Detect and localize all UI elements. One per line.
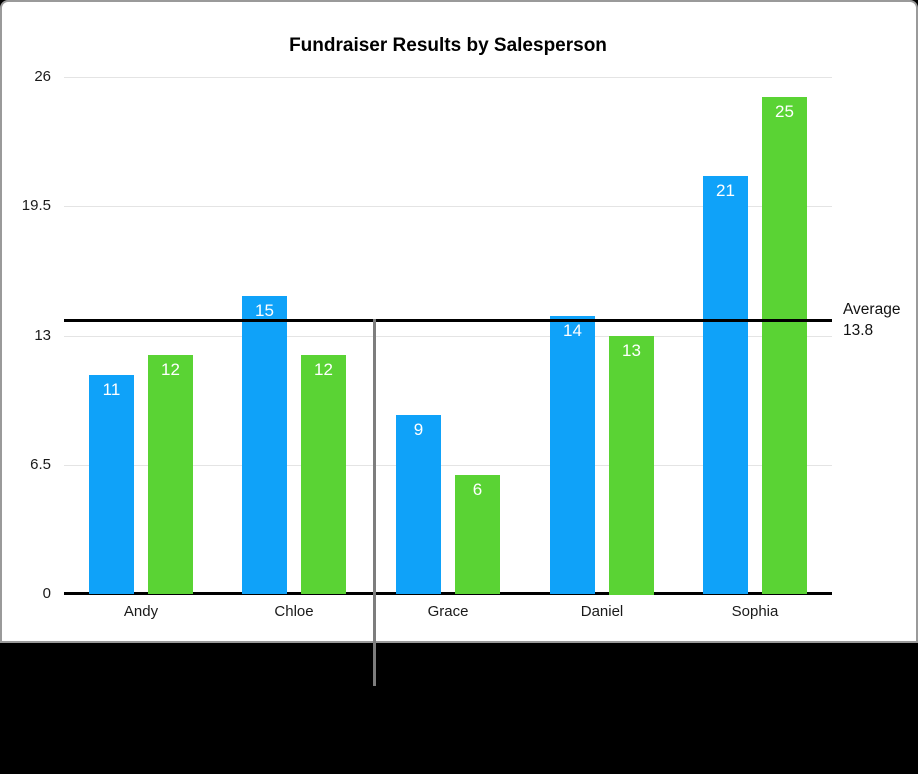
bar-green-chloe[interactable]: 12: [301, 355, 346, 594]
bar-green-andy[interactable]: 12: [148, 355, 193, 594]
x-category-label-sophia: Sophia: [731, 603, 779, 620]
chart-card: Fundraiser Results by Salesperson 11 15 9 1…: [0, 0, 918, 643]
chart-title: Fundraiser Results by Salesperson: [289, 35, 607, 56]
bar-blue-grace[interactable]: 9: [396, 415, 441, 594]
gridline: [64, 336, 832, 337]
lower-black-region: [0, 643, 918, 774]
x-category-label-andy: Andy: [123, 603, 159, 620]
bar-green-grace[interactable]: 6: [455, 475, 500, 594]
bar-value-label: 14: [563, 321, 582, 340]
bar-value-label: 9: [413, 420, 424, 439]
x-category-label-grace: Grace: [427, 603, 469, 620]
bar-blue-daniel[interactable]: 14: [550, 316, 595, 594]
bar-value-label: 6: [472, 480, 483, 499]
average-annotation: Average 13.8: [843, 299, 900, 341]
plot-area: 11 15 9 14 21 12 12 6 13 25: [64, 77, 832, 595]
y-tick-label: 26: [34, 68, 51, 85]
gridline: [64, 206, 832, 207]
x-axis-line: [64, 592, 832, 595]
gridline: [64, 465, 832, 466]
bar-green-daniel[interactable]: 13: [609, 336, 654, 595]
bar-value-label: 11: [102, 380, 121, 399]
bar-blue-sophia[interactable]: 21: [703, 176, 748, 594]
bar-value-label: 13: [622, 341, 641, 360]
x-category-label-chloe: Chloe: [274, 603, 314, 620]
bar-blue-chloe[interactable]: 15: [242, 296, 287, 594]
bar-green-sophia[interactable]: 25: [762, 97, 807, 594]
average-line: [64, 319, 832, 322]
bar-value-label: 15: [255, 301, 274, 320]
bar-value-label: 12: [161, 360, 180, 379]
gridline: [64, 77, 832, 78]
callout-line: [373, 319, 376, 686]
y-tick-label: 19.5: [21, 197, 51, 214]
y-tick-label: 6.5: [30, 456, 51, 473]
bar-blue-andy[interactable]: 11: [89, 375, 134, 594]
average-annotation-value: 13.8: [843, 322, 874, 339]
bar-value-label: 25: [775, 102, 794, 121]
y-tick-label: 0: [42, 585, 51, 602]
average-annotation-label: Average: [843, 301, 901, 318]
bar-value-label: 21: [716, 181, 735, 200]
bar-value-label: 12: [314, 360, 333, 379]
x-category-label-daniel: Daniel: [580, 603, 624, 620]
y-tick-label: 13: [34, 327, 51, 344]
